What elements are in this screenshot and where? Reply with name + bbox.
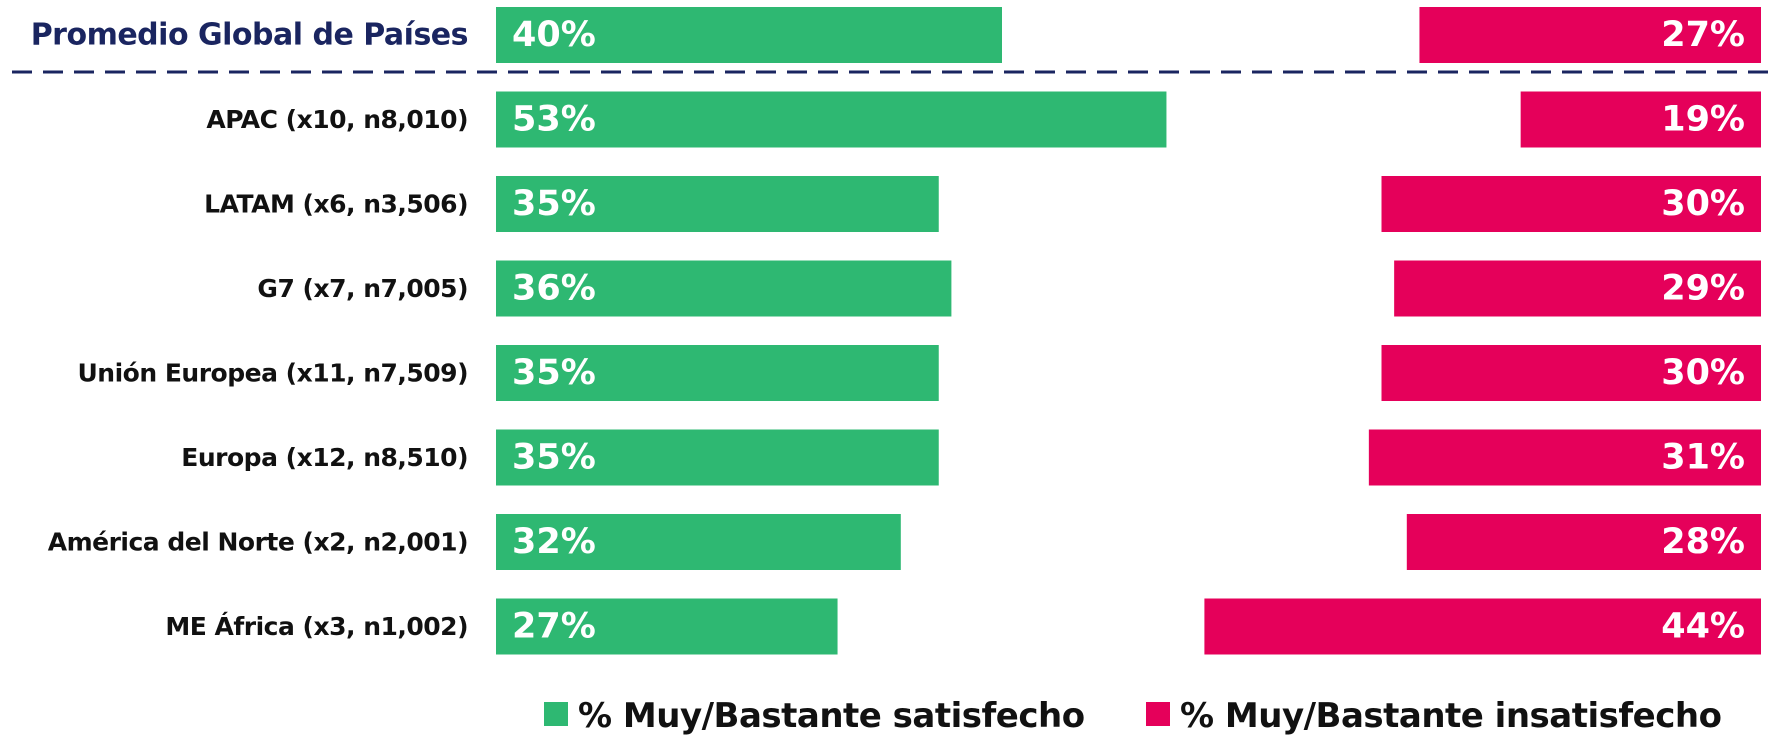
bar-dissatisfied	[1406, 514, 1761, 570]
value-label: 53%	[512, 100, 596, 140]
legend-label: % Muy/Bastante satisfecho	[578, 696, 1085, 736]
category-label: América del Norte (x2, n2,001)	[48, 528, 468, 557]
category-label: Promedio Global de Países	[31, 18, 468, 53]
value-label: 40%	[512, 15, 596, 55]
bar-dissatisfied	[1520, 91, 1761, 148]
category-label: LATAM (x6, n3,506)	[204, 190, 468, 219]
bar-satisfied	[496, 7, 1002, 63]
category-label: G7 (x7, n7,005)	[257, 274, 468, 303]
category-label: Europa (x12, n8,510)	[181, 443, 468, 472]
category-label: APAC (x10, n8,010)	[206, 105, 468, 134]
bar-dissatisfied	[1204, 598, 1761, 655]
value-label: 35%	[512, 438, 596, 478]
legend-label: % Muy/Bastante insatisfecho	[1180, 696, 1721, 736]
value-label: 19%	[1661, 100, 1745, 140]
category-label: Unión Europea (x11, n7,509)	[78, 359, 469, 388]
value-label: 36%	[512, 269, 596, 309]
value-label: 44%	[1661, 607, 1745, 647]
value-label: 30%	[1661, 184, 1745, 224]
bar-dissatisfied	[1381, 345, 1761, 401]
bar-satisfied	[496, 260, 952, 317]
bar-satisfied	[496, 345, 939, 401]
value-label: 29%	[1661, 269, 1745, 309]
value-label: 27%	[512, 607, 596, 647]
bar-dissatisfied	[1394, 260, 1761, 317]
category-label: ME África (x3, n1,002)	[165, 612, 468, 641]
bar-dissatisfied	[1419, 7, 1761, 63]
legend-swatch	[1146, 702, 1170, 726]
bar-satisfied	[496, 514, 901, 570]
bar-satisfied	[496, 176, 939, 232]
value-label: 28%	[1661, 522, 1745, 562]
value-label: 35%	[512, 353, 596, 393]
bar-dissatisfied	[1381, 176, 1761, 232]
legend-swatch	[544, 702, 568, 726]
bar-satisfied	[496, 91, 1167, 148]
bar-satisfied	[496, 598, 838, 655]
bar-dissatisfied	[1368, 429, 1761, 486]
value-label: 27%	[1661, 15, 1745, 55]
value-label: 35%	[512, 184, 596, 224]
value-label: 30%	[1661, 353, 1745, 393]
bar-satisfied	[496, 429, 939, 486]
value-label: 31%	[1661, 438, 1745, 478]
value-label: 32%	[512, 522, 596, 562]
